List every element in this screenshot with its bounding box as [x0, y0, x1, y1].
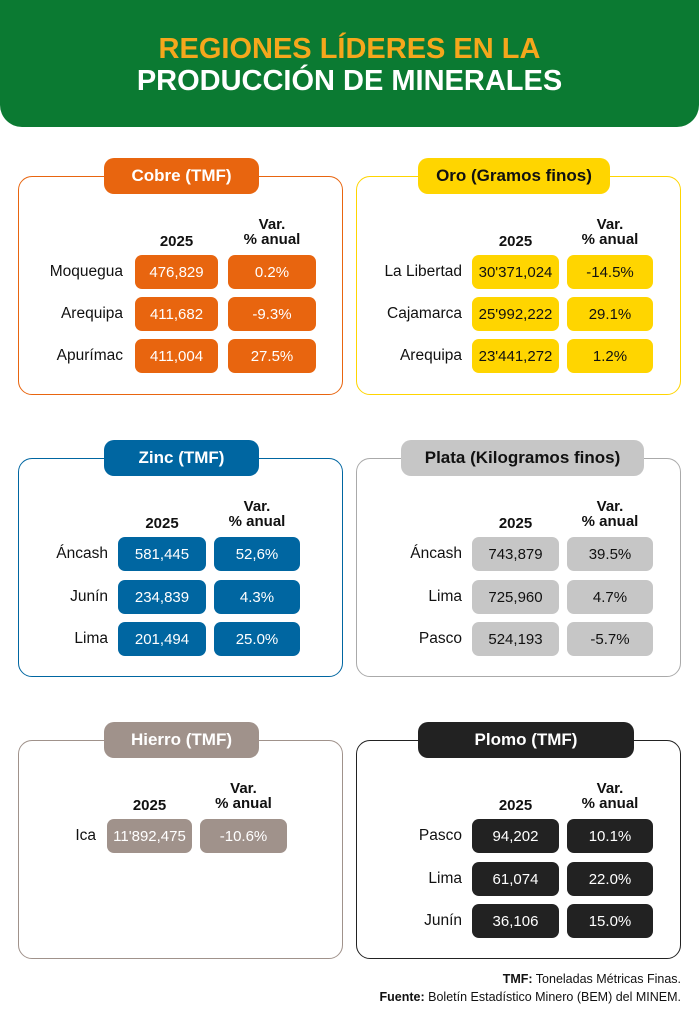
region-label: La Libertad	[384, 263, 462, 280]
footer: TMF: Toneladas Métricas Finas. Fuente: B…	[380, 970, 681, 1006]
panel: Plata (Kilogramos finos) 2025 Var.% anual Á…	[356, 440, 681, 677]
change-cell: -14.5%	[567, 255, 653, 289]
title-line: REGIONES LÍDERES EN LA	[158, 33, 541, 65]
value-cell: 476,829	[135, 255, 218, 289]
change-cell: 4.3%	[214, 580, 300, 614]
region-label: Pasco	[418, 827, 462, 844]
change-cell: 39.5%	[567, 537, 653, 571]
panel-title: Plomo (TMF)	[418, 722, 634, 758]
column-header: % anual	[228, 513, 286, 530]
region-label: Lima	[428, 588, 462, 605]
column-header: Var.	[596, 216, 624, 233]
footer-label: Fuente:	[379, 990, 425, 1004]
value-cell: 743,879	[472, 537, 559, 571]
column-header: 2025	[159, 233, 194, 250]
change-cell: 0.2%	[228, 255, 316, 289]
column-header: Var.	[258, 216, 286, 233]
change-cell: 22.0%	[567, 862, 653, 896]
panel-title: Plata (Kilogramos finos)	[401, 440, 644, 476]
change-cell: 27.5%	[228, 339, 316, 373]
region-label: Moquegua	[49, 263, 123, 280]
value-cell: 36,106	[472, 904, 559, 938]
footer-label: TMF:	[502, 972, 533, 986]
panel: Cobre (TMF) 2025 Var.% anual Moquegua 476,82…	[18, 158, 343, 395]
region-label: Ica	[75, 827, 96, 844]
column-header: 2025	[498, 797, 533, 814]
change-cell: 25.0%	[214, 622, 300, 656]
column-header: 2025	[498, 515, 533, 532]
value-cell: 581,445	[118, 537, 206, 571]
value-cell: 725,960	[472, 580, 559, 614]
footer-line: TMF: Toneladas Métricas Finas.	[380, 970, 681, 988]
change-cell: -10.6%	[200, 819, 287, 853]
column-header: % anual	[581, 513, 639, 530]
region-label: Junín	[70, 588, 108, 605]
value-cell: 94,202	[472, 819, 559, 853]
region-label: Pasco	[418, 630, 462, 647]
change-cell: 1.2%	[567, 339, 653, 373]
column-header: % anual	[581, 795, 639, 812]
column-header: 2025	[145, 515, 179, 532]
header: REGIONES LÍDERES EN LA PRODUCCIÓN DE MIN…	[0, 0, 699, 127]
column-header: 2025	[132, 797, 167, 814]
value-cell: 30'371,024	[472, 255, 559, 289]
column-header: Var.	[243, 498, 271, 515]
value-cell: 23'441,272	[472, 339, 559, 373]
column-header: Var.	[230, 780, 257, 797]
panel: Hierro (TMF) 2025 Var.% anual Ica 11'892,475…	[18, 722, 343, 959]
region-label: Áncash	[56, 545, 108, 562]
change-cell: 29.1%	[567, 297, 653, 331]
column-header: % anual	[243, 231, 301, 248]
region-label: Junín	[424, 912, 462, 929]
region-label: Cajamarca	[387, 305, 462, 322]
column-header: % anual	[215, 795, 272, 812]
footer-line: Fuente: Boletín Estadístico Minero (BEM)…	[380, 988, 681, 1006]
value-cell: 201,494	[118, 622, 206, 656]
panel-title: Hierro (TMF)	[104, 722, 259, 758]
change-cell: 52,6%	[214, 537, 300, 571]
region-label: Arequipa	[60, 305, 123, 322]
region-label: Arequipa	[399, 347, 462, 364]
title-line: PRODUCCIÓN DE MINERALES	[136, 65, 563, 97]
change-cell: -5.7%	[567, 622, 653, 656]
value-cell: 411,682	[135, 297, 218, 331]
panel: Oro (Gramos finos) 2025 Var.% anual La Libe…	[356, 158, 681, 395]
region-label: Áncash	[410, 545, 462, 562]
panel: Plomo (TMF) 2025 Var.% anual Pasco 94,202 10.…	[356, 722, 681, 959]
panel-title: Oro (Gramos finos)	[418, 158, 610, 194]
value-cell: 234,839	[118, 580, 206, 614]
value-cell: 61,074	[472, 862, 559, 896]
footer-text: Toneladas Métricas Finas.	[535, 972, 681, 986]
panel-title: Zinc (TMF)	[104, 440, 259, 476]
change-cell: -9.3%	[228, 297, 316, 331]
region-label: Lima	[428, 870, 462, 887]
change-cell: 4.7%	[567, 580, 653, 614]
panel: Zinc (TMF) 2025 Var.% anual Áncash 581,445 52…	[18, 440, 343, 677]
region-label: Lima	[74, 630, 108, 647]
value-cell: 524,193	[472, 622, 559, 656]
value-cell: 25'992,222	[472, 297, 559, 331]
region-label: Apurímac	[56, 347, 123, 364]
column-header: Var.	[596, 498, 624, 515]
panel-title: Cobre (TMF)	[104, 158, 259, 194]
column-header: 2025	[498, 233, 533, 250]
footer-text: Boletín Estadístico Minero (BEM) del MIN…	[428, 990, 681, 1004]
change-cell: 15.0%	[567, 904, 653, 938]
change-cell: 10.1%	[567, 819, 653, 853]
value-cell: 11'892,475	[107, 819, 192, 853]
column-header: % anual	[581, 231, 639, 248]
value-cell: 411,004	[135, 339, 218, 373]
column-header: Var.	[596, 780, 624, 797]
